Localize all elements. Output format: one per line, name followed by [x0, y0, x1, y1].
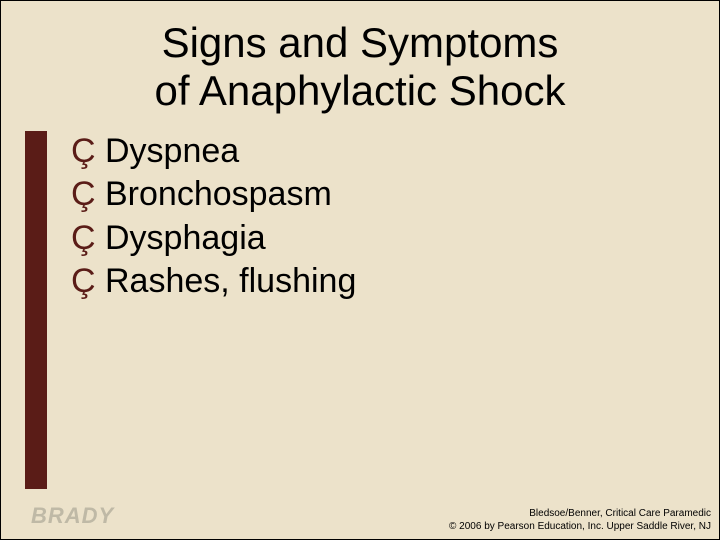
- content-area: Ç Dyspnea Ç Bronchospasm Ç Dysphagia Ç R…: [1, 126, 719, 304]
- bullet-icon: Ç: [71, 217, 96, 261]
- list-item: Ç Bronchospasm: [71, 173, 719, 217]
- list-item-text: Dysphagia: [105, 219, 266, 257]
- brand-logo: BRADY: [31, 503, 114, 529]
- slide-title: Signs and Symptoms of Anaphylactic Shock: [1, 1, 719, 126]
- title-line-1: Signs and Symptoms: [162, 19, 559, 66]
- list-item: Ç Dyspnea: [71, 130, 719, 174]
- symptom-list: Ç Dyspnea Ç Bronchospasm Ç Dysphagia Ç R…: [71, 130, 719, 304]
- list-item: Ç Rashes, flushing: [71, 260, 719, 304]
- footer-credit: Bledsoe/Benner, Critical Care Paramedic …: [449, 508, 711, 533]
- list-item-text: Dyspnea: [105, 132, 239, 170]
- list-item: Ç Dysphagia: [71, 217, 719, 261]
- bullet-icon: Ç: [71, 173, 96, 217]
- bullet-icon: Ç: [71, 260, 96, 304]
- credit-line-2: © 2006 by Pearson Education, Inc. Upper …: [449, 521, 711, 534]
- list-item-text: Bronchospasm: [105, 175, 332, 213]
- list-item-text: Rashes, flushing: [105, 262, 356, 300]
- bullet-icon: Ç: [71, 130, 96, 174]
- title-line-2: of Anaphylactic Shock: [155, 67, 566, 114]
- credit-line-1: Bledsoe/Benner, Critical Care Paramedic: [449, 508, 711, 521]
